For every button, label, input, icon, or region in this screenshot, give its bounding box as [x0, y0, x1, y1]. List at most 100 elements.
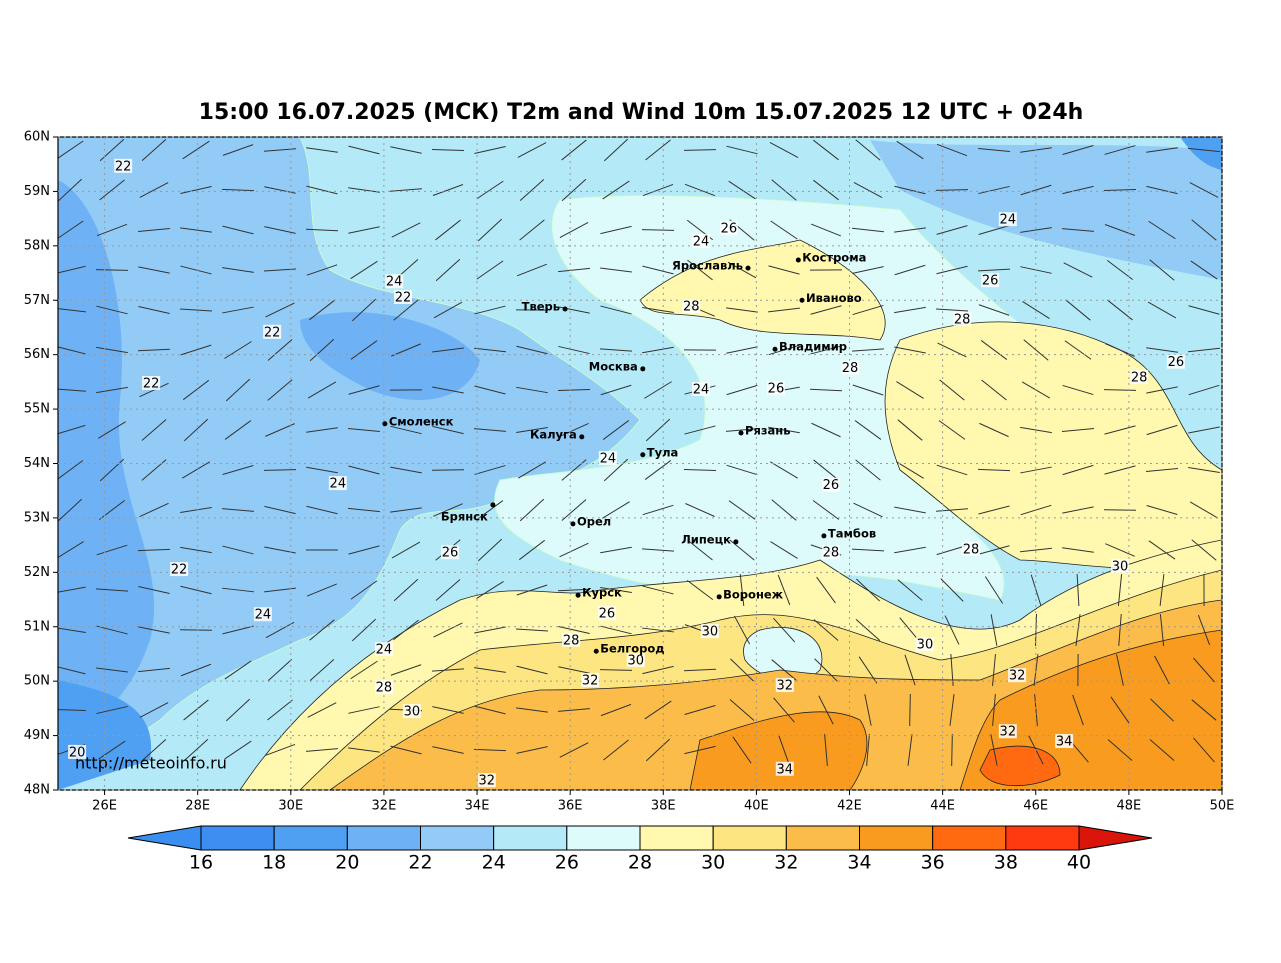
- colorbar-tick-label: 32: [774, 852, 798, 874]
- wind-barb: [559, 742, 589, 758]
- wind-barb: [559, 422, 589, 438]
- y-tick-label: 55N: [24, 402, 50, 417]
- wind-barb: [726, 145, 758, 155]
- wind-barb: [600, 348, 632, 352]
- wind-barb: [936, 464, 968, 476]
- city-dot: [716, 594, 722, 600]
- wind-barb: [474, 705, 506, 715]
- city-name: Воронеж: [723, 587, 784, 601]
- wind-barb: [771, 659, 797, 681]
- wind-barb: [224, 420, 252, 440]
- colorbar-segment: [200, 825, 275, 851]
- colorbar-segment: [346, 825, 422, 851]
- wind-barb: [309, 658, 335, 682]
- wind-barb: [852, 266, 884, 274]
- x-tick-label: 50E: [1210, 799, 1235, 814]
- wind-barb: [222, 144, 254, 156]
- wind-barb: [390, 425, 422, 435]
- wind-barb: [222, 225, 254, 235]
- contour-label: 30: [917, 638, 934, 653]
- wind-barb: [58, 460, 84, 480]
- wind-barb: [183, 699, 209, 721]
- wind-barb: [141, 138, 167, 162]
- colorbar-segment: [712, 825, 787, 851]
- wind-barb: [852, 227, 884, 233]
- city-dot: [821, 533, 827, 539]
- wind-barb: [96, 386, 128, 394]
- wind-barb: [937, 342, 967, 358]
- wind-barb: [852, 304, 884, 316]
- wind-barb: [1159, 614, 1165, 646]
- wind-barb: [936, 143, 968, 157]
- wind-barb: [894, 506, 926, 514]
- wind-barb: [977, 468, 1011, 472]
- contour-label: 24: [693, 382, 710, 397]
- wind-barb: [1104, 425, 1136, 435]
- city-dot: [640, 452, 646, 458]
- wind-barb: [642, 183, 674, 197]
- wind-barb: [393, 619, 419, 641]
- wind-barb: [1118, 614, 1122, 646]
- contour-label-bg: [597, 606, 616, 621]
- contour-label-bg: [598, 451, 617, 466]
- wind-barb: [770, 541, 798, 559]
- wind-barb: [853, 181, 883, 199]
- wind-barb: [98, 499, 126, 521]
- wind-barb: [264, 226, 296, 234]
- wind-barb: [137, 348, 171, 352]
- wind-barb: [687, 539, 713, 561]
- wind-barb: [684, 183, 716, 197]
- city-name: Рязань: [745, 424, 790, 438]
- wind-barb: [1062, 464, 1094, 476]
- contour-label-bg: [691, 381, 710, 396]
- wind-barb: [138, 626, 170, 634]
- contour-label-bg: [821, 477, 840, 492]
- contour-label: 28: [1131, 370, 1148, 385]
- wind-barb: [557, 388, 591, 392]
- wind-barb: [1148, 220, 1176, 240]
- wind-barb: [391, 541, 421, 559]
- contour-label-bg: [775, 761, 794, 776]
- source-url: http://meteoinfo.ru: [75, 754, 227, 773]
- wind-barb: [1197, 614, 1211, 646]
- wind-barb: [977, 268, 1011, 272]
- wind-barb: [1020, 227, 1052, 233]
- wind-barb: [645, 418, 671, 442]
- wind-barb: [517, 461, 547, 479]
- wind-barb: [854, 420, 882, 440]
- wind-barb: [768, 344, 800, 356]
- wind-barb: [1146, 505, 1178, 515]
- wind-barb: [267, 658, 293, 682]
- contour-label-bg: [775, 677, 794, 692]
- wind-barb: [1023, 339, 1049, 361]
- wind-barb: [265, 621, 295, 639]
- wind-barb: [600, 586, 632, 594]
- x-tick-label: 30E: [278, 799, 303, 814]
- wind-barb: [305, 228, 339, 232]
- x-tick-label: 36E: [558, 799, 583, 814]
- wind-barb: [949, 694, 955, 726]
- contour-label-bg: [1008, 668, 1027, 683]
- colorbar-segment: [273, 825, 348, 851]
- contour-label-bg: [142, 375, 161, 390]
- city-name: Ярославль: [672, 259, 743, 273]
- colorbar-tick-label: 38: [994, 852, 1018, 874]
- contour-label: 24: [330, 477, 347, 492]
- wind-barb: [561, 499, 587, 521]
- city-name: Калуга: [530, 427, 577, 441]
- wind-barb: [1034, 694, 1038, 726]
- wind-barb: [222, 267, 254, 273]
- wind-barb: [350, 580, 378, 600]
- contour-label-bg: [719, 220, 738, 235]
- colorbar-segment: [1005, 825, 1080, 851]
- wind-barb: [770, 220, 798, 240]
- wind-barb: [686, 579, 714, 601]
- wind-barb: [96, 544, 128, 556]
- wind-barb: [1107, 299, 1133, 321]
- wind-barb: [391, 222, 421, 238]
- wind-barb: [642, 665, 674, 675]
- contour-label: 28: [842, 361, 859, 376]
- wind-barb: [433, 301, 463, 319]
- wind-barb: [182, 140, 210, 160]
- wind-barb: [813, 139, 839, 161]
